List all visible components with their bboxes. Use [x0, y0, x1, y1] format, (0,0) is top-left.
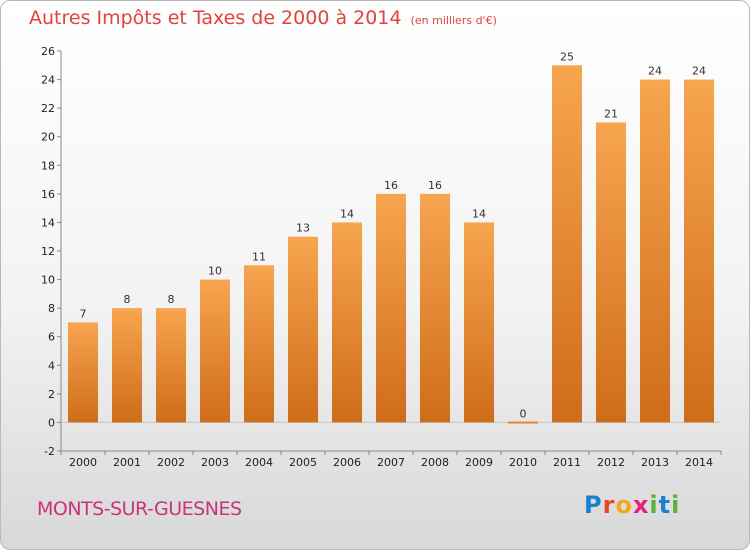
y-tick-label: 18: [41, 159, 55, 172]
bar-value-label: 24: [648, 65, 662, 78]
bar-value-label: 21: [604, 107, 618, 120]
logo-letter: o: [615, 491, 633, 519]
logo-letter: r: [602, 491, 616, 519]
bar-value-label: 11: [252, 250, 266, 263]
bar: [684, 79, 714, 423]
y-tick-label: -2: [44, 445, 55, 458]
y-tick-label: 20: [41, 131, 55, 144]
bar-value-label: 24: [692, 65, 706, 78]
bar-value-label: 10: [208, 265, 222, 278]
x-tick-label: 2010: [509, 456, 537, 469]
y-tick-label: 24: [41, 74, 55, 87]
bar: [640, 79, 670, 423]
x-tick-label: 2009: [465, 456, 493, 469]
bar-value-label: 25: [560, 50, 574, 63]
y-tick-label: 26: [41, 45, 55, 58]
y-tick-label: 0: [48, 416, 55, 429]
bar: [112, 308, 142, 423]
chart-title: Autres Impôts et Taxes de 2000 à 2014 (e…: [29, 7, 497, 29]
x-tick-label: 2013: [641, 456, 669, 469]
bar-value-label: 14: [340, 207, 354, 220]
y-tick-label: 4: [48, 359, 55, 372]
x-tick-label: 2003: [201, 456, 229, 469]
bar-value-label: 8: [168, 293, 175, 306]
x-tick-label: 2004: [245, 456, 273, 469]
bar-value-label: 0: [520, 407, 527, 420]
y-tick-label: 12: [41, 245, 55, 258]
x-tick-label: 2002: [157, 456, 185, 469]
x-tick-label: 2006: [333, 456, 361, 469]
y-tick-label: 8: [48, 302, 55, 315]
chart-title-unit: (en milliers d'€): [410, 14, 497, 27]
bar: [464, 222, 494, 423]
y-tick-label: 10: [41, 274, 55, 287]
bar-value-label: 7: [80, 307, 87, 320]
x-tick-label: 2008: [421, 456, 449, 469]
y-tick-label: 6: [48, 331, 55, 344]
commune-name: MONTS-SUR-GUESNES: [37, 498, 242, 520]
bar: [244, 265, 274, 423]
bar-value-label: 13: [296, 222, 310, 235]
y-tick-label: 16: [41, 188, 55, 201]
logo-letter: i: [671, 491, 681, 519]
bar: [288, 236, 318, 423]
x-tick-label: 2012: [597, 456, 625, 469]
bar: [156, 308, 186, 423]
bar: [376, 193, 406, 423]
bar: [332, 222, 362, 423]
bar: [596, 122, 626, 423]
bar-value-label: 16: [384, 179, 398, 192]
y-tick-label: 22: [41, 102, 55, 115]
logo-letter: x: [632, 491, 650, 519]
bar-value-label: 8: [124, 293, 131, 306]
logo-letter: P: [584, 491, 603, 519]
y-tick-label: 14: [41, 216, 55, 229]
y-tick-label: 2: [48, 388, 55, 401]
x-tick-label: 2011: [553, 456, 581, 469]
x-tick-label: 2000: [69, 456, 97, 469]
logo-letter: i: [649, 491, 659, 519]
proxiti-logo[interactable]: Proxiti: [584, 491, 680, 519]
labels: 7 8 8 10 11 13 14 16 16 14 0 25 21 24 24: [80, 50, 707, 420]
bar-value-label: 14: [472, 207, 486, 220]
x-tick-label: 2001: [113, 456, 141, 469]
x-tick-label: 2014: [685, 456, 713, 469]
bar: [552, 65, 582, 423]
bar: [508, 421, 538, 424]
bar: [68, 322, 98, 423]
bars: [68, 65, 714, 424]
logo-letter: t: [658, 491, 672, 519]
chart-title-main: Autres Impôts et Taxes de 2000 à 2014: [29, 7, 402, 29]
bar: [420, 193, 450, 423]
bar-value-label: 16: [428, 179, 442, 192]
x-tick-label: 2007: [377, 456, 405, 469]
x-tick-label: 2005: [289, 456, 317, 469]
bar: [200, 279, 230, 423]
